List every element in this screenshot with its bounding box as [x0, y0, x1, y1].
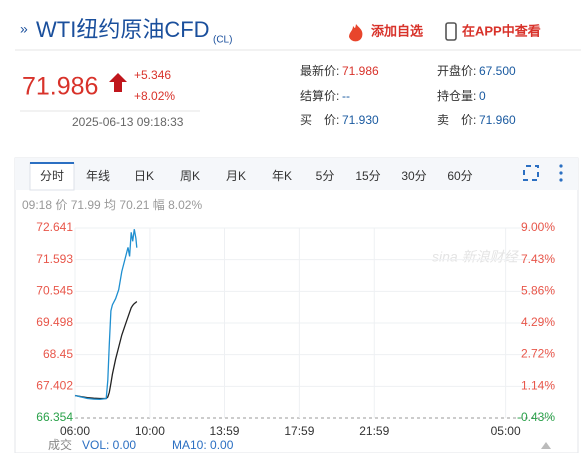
title-mark: »: [20, 21, 28, 37]
stat-label: 卖 价:: [437, 113, 476, 127]
watermark: sina 新浪财经: [432, 249, 520, 265]
tab[interactable]: 30分: [401, 169, 426, 183]
y2-tick-label: 2.72%: [521, 347, 555, 361]
flame-icon: [349, 24, 363, 42]
y-tick-label: 70.545: [36, 284, 73, 298]
tab[interactable]: 15分: [355, 169, 380, 183]
y-tick-label: 68.45: [43, 347, 73, 361]
tab[interactable]: 周K: [180, 169, 200, 183]
tab[interactable]: 月K: [226, 169, 246, 183]
x-tick-label: 17:59: [284, 424, 314, 438]
stat-value: 0: [479, 89, 486, 103]
stat-label: 结算价:: [300, 88, 339, 103]
change-pct: +8.02%: [134, 89, 175, 103]
phone-icon: [445, 22, 457, 41]
tab[interactable]: 5分: [316, 169, 335, 183]
tab[interactable]: 年K: [272, 169, 292, 183]
y2-tick-label: 9.00%: [521, 220, 555, 234]
stat-value: --: [342, 89, 350, 103]
stat-value: 67.500: [479, 64, 516, 78]
y2-tick-label: 7.43%: [521, 252, 555, 266]
x-tick-label: 06:00: [60, 424, 90, 438]
volume-label: 成交: [48, 437, 72, 452]
y-tick-label: 66.354: [36, 410, 73, 424]
stat-label: 开盘价:: [437, 63, 476, 78]
stat-value: 71.930: [342, 113, 379, 127]
volume-vol: VOL: 0.00: [82, 438, 136, 452]
stat-label: 买 价:: [300, 113, 339, 127]
tab[interactable]: 日K: [134, 169, 154, 183]
info-line: 09:18 价 71.99 均 70.21 幅 8.02%: [22, 197, 202, 212]
tab[interactable]: 年线: [86, 169, 110, 183]
tab[interactable]: 分时: [40, 169, 64, 183]
stat-label: 最新价:: [300, 63, 339, 78]
series-line: [74, 301, 138, 400]
fullscreen-icon[interactable]: [523, 165, 539, 181]
stat-label: 持仓量:: [437, 88, 476, 103]
y2-tick-label: 5.86%: [521, 283, 555, 297]
tab[interactable]: 60分: [447, 169, 472, 183]
x-tick-label: 05:00: [491, 424, 521, 438]
x-tick-label: 10:00: [135, 424, 165, 438]
x-tick-label: 21:59: [359, 424, 389, 438]
volume-ma10: MA10: 0.00: [172, 438, 234, 452]
y-tick-label: 69.498: [36, 315, 73, 329]
quote-time: 2025-06-13 09:18:33: [72, 115, 184, 129]
stat-value: 71.960: [479, 113, 516, 127]
y-tick-label: 72.641: [36, 220, 73, 234]
price: 71.986: [22, 73, 98, 101]
y2-tick-label: -0.43%: [517, 410, 555, 424]
y2-tick-label: 4.29%: [521, 315, 555, 329]
view-app[interactable]: 在APP中查看: [462, 23, 541, 38]
y-tick-label: 71.593: [36, 252, 73, 266]
series-line: [74, 229, 138, 401]
x-tick-label: 13:59: [209, 424, 239, 438]
y-tick-label: 67.402: [36, 379, 73, 393]
expand-icon[interactable]: [541, 442, 551, 449]
y2-tick-label: 1.14%: [521, 379, 555, 393]
title: WTI纽约原油CFD: [36, 17, 210, 42]
code: (CL): [213, 35, 232, 46]
tab-bar: [15, 158, 578, 190]
stat-value: 71.986: [342, 64, 379, 78]
more-icon[interactable]: [559, 164, 563, 182]
up-arrow: [109, 73, 127, 92]
change: +5.346: [134, 68, 171, 82]
add-watchlist[interactable]: 添加自选: [371, 23, 423, 38]
